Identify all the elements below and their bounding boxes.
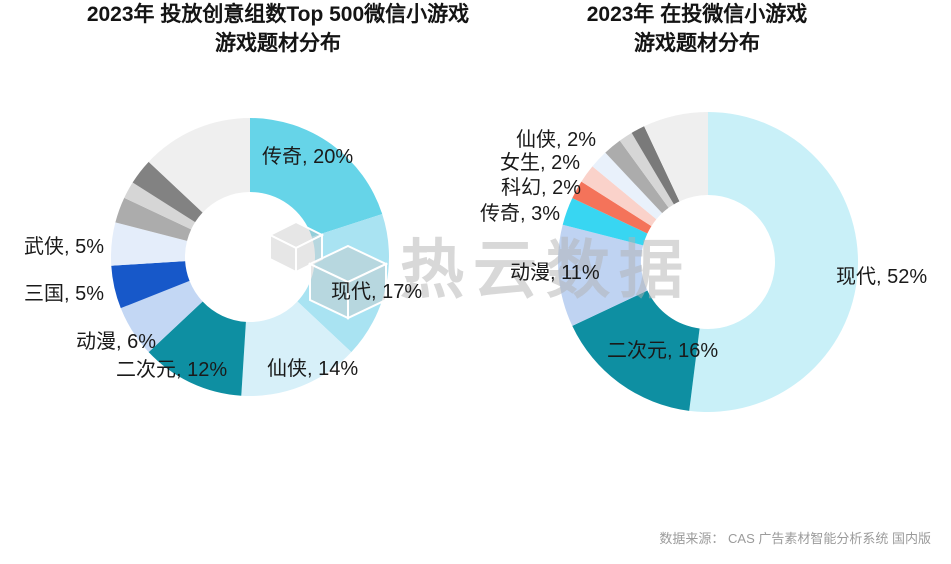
donut-segment: [111, 261, 190, 309]
segment-label: 传奇, 20%: [262, 146, 354, 168]
segment-label: 二次元, 16%: [607, 340, 719, 362]
donut-segment: [605, 140, 669, 214]
donut-segment: [124, 182, 196, 230]
segment-label: 武侠, 5%: [24, 236, 105, 258]
donut-segment: [581, 166, 657, 227]
segment-label: 仙侠, 2%: [516, 129, 597, 151]
donut-segment: [631, 126, 680, 205]
donut-segment: [557, 224, 648, 326]
chart-title-left-line2: 游戏题材分布: [215, 32, 341, 55]
segment-label: 现代, 17%: [331, 281, 423, 303]
segment-label: 现代, 52%: [836, 266, 928, 288]
chart-title-right-line2: 游戏题材分布: [634, 32, 760, 55]
donut-segment: [592, 152, 663, 220]
donut-segment: [115, 197, 192, 241]
donut-segment: [644, 112, 708, 202]
donut-segment: [241, 301, 352, 396]
segment-label: 三国, 5%: [24, 283, 105, 305]
data-source-text: 数据来源： CAS 广告素材智能分析系统 国内版: [659, 531, 931, 546]
donut-right: [557, 112, 858, 412]
segment-label: 科幻, 2%: [501, 177, 582, 199]
segment-label: 动漫, 6%: [76, 331, 157, 353]
segment-label: 二次元, 12%: [116, 359, 228, 381]
donut-segment: [120, 280, 203, 353]
donut-segment: [619, 132, 674, 208]
donut-segment: [148, 118, 250, 213]
donut-segment: [572, 290, 700, 411]
chart-title-right-line1: 2023年 在投微信小游戏: [586, 3, 808, 26]
chart-title-right: 2023年 在投微信小游戏 游戏题材分布: [532, 0, 862, 58]
segment-label: 女生, 2%: [500, 152, 581, 174]
donut-segment: [562, 198, 648, 246]
donut-segment: [689, 112, 858, 412]
donut-segment: [132, 161, 203, 223]
donut-segment: [572, 181, 652, 234]
donut-segment: [110, 222, 188, 266]
chart-title-left-line1: 2023年 投放创意组数Top 500微信小游戏: [86, 3, 470, 26]
segment-label: 仙侠, 14%: [267, 358, 359, 380]
segment-label: 动漫, 11%: [510, 262, 600, 284]
donut-segment: [148, 301, 246, 396]
chart-title-left: 2023年 投放创意组数Top 500微信小游戏 游戏题材分布: [0, 0, 556, 58]
donut-segment: [250, 118, 383, 237]
segment-label: 传奇, 3%: [480, 203, 561, 225]
